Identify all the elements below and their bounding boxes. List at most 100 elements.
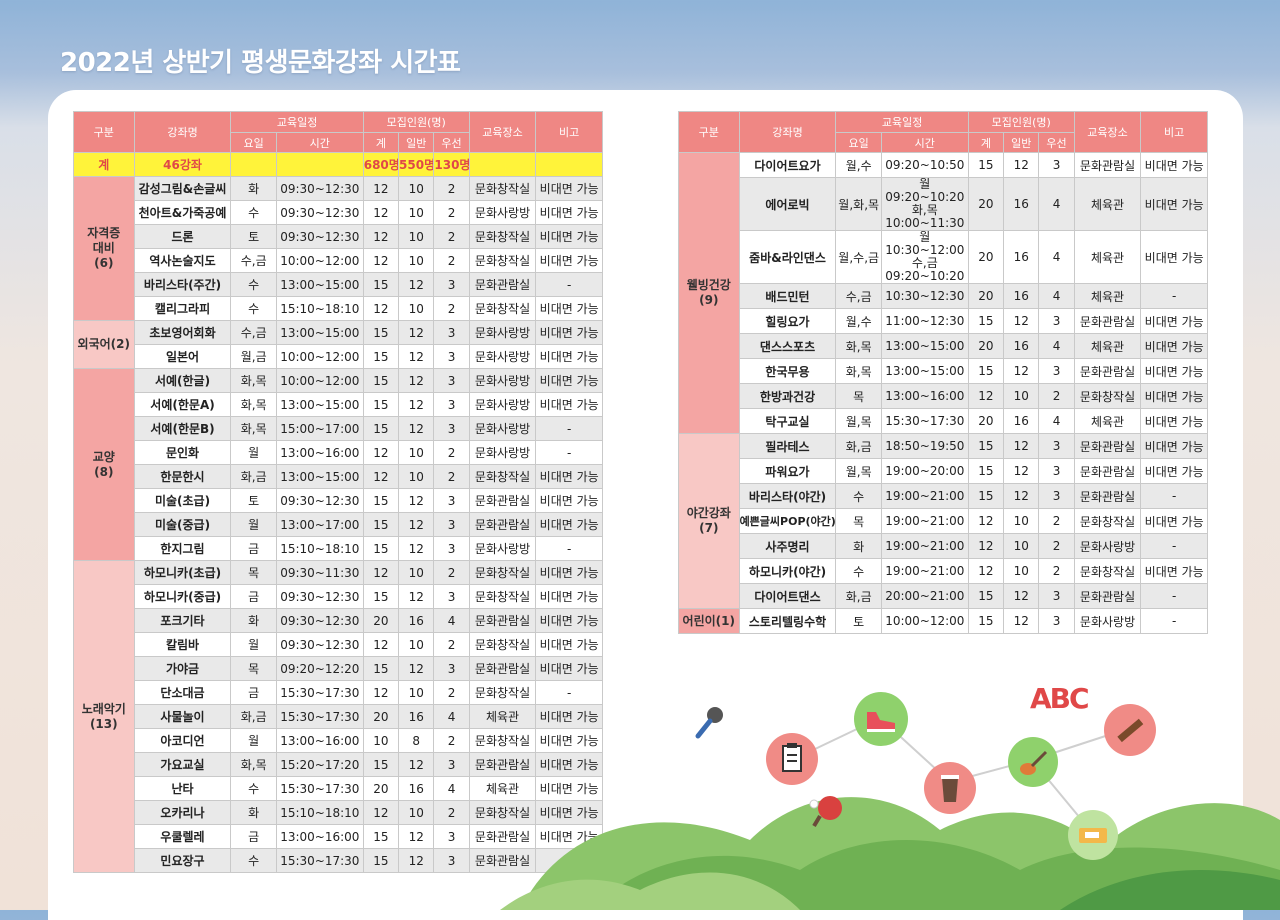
day-cell: 수 (230, 848, 277, 873)
total-cell: 15 (362, 656, 400, 681)
day-cell: 화,목 (230, 368, 277, 393)
col-place: 교육장소 (1073, 111, 1142, 153)
note-cell: - (535, 680, 603, 705)
total-cell: 20 (967, 333, 1005, 359)
general-cell: 16 (398, 776, 435, 801)
table-row: 하모니카(야간) 수 19:00~21:00 12 10 2 문화창작실 비대면 가능 (679, 558, 1208, 584)
place-cell: 문화관람실 (468, 752, 537, 777)
day-cell: 금 (230, 824, 277, 849)
day-cell: 목 (835, 383, 882, 409)
total-cell: 12 (967, 508, 1005, 534)
note-cell: 비대면 가능 (535, 800, 603, 825)
day-cell: 월 (230, 440, 277, 465)
priority-cell: 4 (1038, 230, 1075, 284)
day-cell: 화,금 (835, 583, 882, 609)
total-cell: 20 (362, 704, 400, 729)
total-cell: 15 (967, 458, 1005, 484)
summary-label: 계 (73, 152, 135, 177)
course-cell: 필라테스 (738, 433, 837, 459)
time-cell: 09:30~12:30 (275, 608, 364, 633)
time-cell: 09:30~11:30 (275, 560, 364, 585)
place-cell: 문화사랑방 (468, 440, 537, 465)
table-row: 미술(초급) 토 09:30~12:30 15 12 3 문화관람실 비대면 가능 (74, 488, 603, 513)
course-cell: 천아트&가죽공예 (133, 200, 232, 225)
priority-cell: 2 (433, 464, 470, 489)
day-cell: 월,금 (230, 344, 277, 369)
place-cell: 문화관람실 (468, 848, 537, 873)
course-cell: 일본어 (133, 344, 232, 369)
col-place: 교육장소 (468, 111, 537, 153)
table-row: 서예(한문B) 화,목 15:00~17:00 15 12 3 문화사랑방 - (74, 416, 603, 441)
general-cell: 12 (398, 848, 435, 873)
total-cell: 12 (362, 440, 400, 465)
priority-cell: 3 (433, 656, 470, 681)
table-row: 에어로빅 월,화,목 월 09:20~10:20 화,목 10:00~11:30 20 1… (679, 177, 1208, 231)
col-note: 비고 (535, 111, 603, 153)
place-cell: 문화사랑방 (468, 368, 537, 393)
total-cell: 12 (967, 533, 1005, 559)
general-cell: 12 (398, 584, 435, 609)
place-cell: 문화관람실 (1073, 152, 1142, 178)
category-label: 노래악기 (81, 701, 126, 716)
table-row: 가야금 목 09:20~12:20 15 12 3 문화관람실 비대면 가능 (74, 656, 603, 681)
course-cell: 댄스스포츠 (738, 333, 837, 359)
category-cell: 외국어(2) (73, 320, 135, 369)
general-cell: 16 (398, 608, 435, 633)
total-cell: 15 (362, 368, 400, 393)
general-cell: 12 (398, 416, 435, 441)
time-cell: 10:00~12:00 (275, 368, 364, 393)
place-cell: 문화사랑방 (468, 416, 537, 441)
time-cell: 15:30~17:30 (275, 776, 364, 801)
note-cell: 비대면 가능 (1140, 230, 1208, 284)
general-cell: 16 (1003, 283, 1040, 309)
place-cell: 문화창작실 (468, 296, 537, 321)
note-cell: - (1140, 533, 1208, 559)
place-cell: 체육관 (468, 776, 537, 801)
total-cell: 15 (967, 483, 1005, 509)
time-cell: 19:00~21:00 (880, 508, 969, 534)
day-cell: 화,금 (835, 433, 882, 459)
total-cell: 15 (362, 416, 400, 441)
day-cell: 화,금 (230, 464, 277, 489)
time-cell: 13:00~15:00 (880, 333, 969, 359)
place-cell: 문화관람실 (1073, 308, 1142, 334)
time-cell: 15:20~17:20 (275, 752, 364, 777)
place-cell: 문화창작실 (1073, 558, 1142, 584)
priority-cell: 2 (433, 224, 470, 249)
total-cell: 12 (967, 383, 1005, 409)
time-cell: 13:00~15:00 (275, 392, 364, 417)
place-cell: 체육관 (1073, 333, 1142, 359)
col-recruit: 모집인원(명) (362, 111, 470, 133)
general-cell: 10 (398, 176, 435, 201)
place-cell: 체육관 (1073, 177, 1142, 231)
note-cell: 비대면 가능 (1140, 358, 1208, 384)
priority-cell: 3 (433, 272, 470, 297)
priority-cell: 4 (433, 704, 470, 729)
table-row: 오카리나 화 15:10~18:10 12 10 2 문화창작실 비대면 가능 (74, 800, 603, 825)
category-label: (8) (94, 464, 114, 479)
category-cell: 야간강좌 (7) (678, 433, 740, 609)
priority-cell: 3 (1038, 433, 1075, 459)
total-cell: 15 (362, 272, 400, 297)
total-cell: 15 (362, 752, 400, 777)
priority-cell: 2 (433, 728, 470, 753)
note-cell: 비대면 가능 (535, 320, 603, 345)
note-cell: 비대면 가능 (1140, 408, 1208, 434)
col-course: 강좌명 (738, 111, 837, 153)
course-cell: 탁구교실 (738, 408, 837, 434)
day-cell: 금 (230, 680, 277, 705)
course-cell: 우쿨렐레 (133, 824, 232, 849)
col-recruit: 모집인원(명) (967, 111, 1075, 133)
total-cell: 12 (362, 176, 400, 201)
total-cell: 20 (967, 230, 1005, 284)
priority-cell: 3 (433, 752, 470, 777)
general-cell: 8 (398, 728, 435, 753)
note-cell: 비대면 가능 (535, 464, 603, 489)
place-cell: 체육관 (1073, 408, 1142, 434)
day-cell: 토 (835, 608, 882, 634)
general-cell: 16 (1003, 230, 1040, 284)
note-cell: 비대면 가능 (535, 248, 603, 273)
total-cell: 20 (967, 408, 1005, 434)
table-row: 한문한시 화,금 13:00~15:00 12 10 2 문화창작실 비대면 가능 (74, 464, 603, 489)
total-cell: 15 (362, 344, 400, 369)
